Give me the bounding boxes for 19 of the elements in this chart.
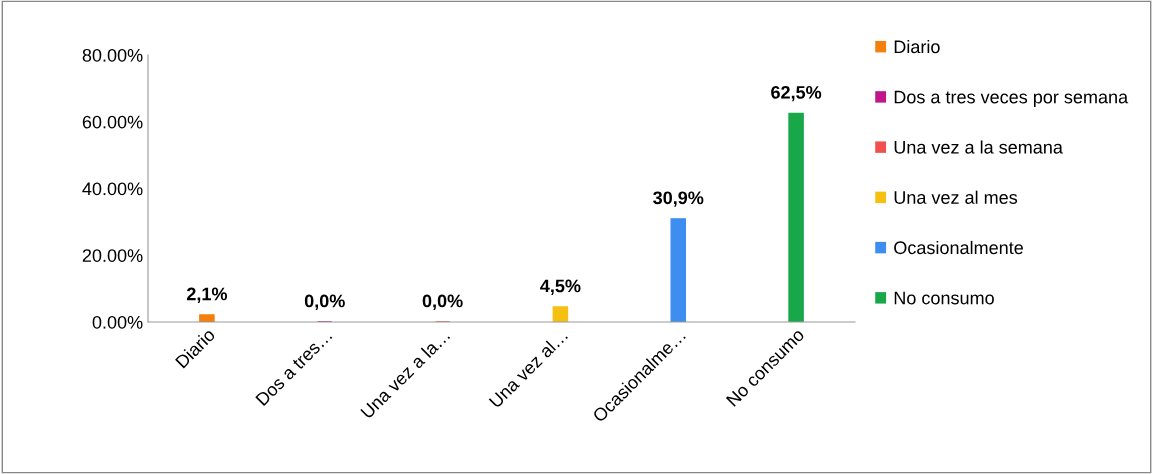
legend-label: Una vez a la semana [894, 140, 1063, 154]
x-tick-label: Una vez a la… [359, 328, 451, 419]
x-tick-label: Una vez al… [488, 328, 569, 409]
y-tick-label: 0.00% [92, 315, 143, 329]
y-tick-label: 80.00% [82, 48, 143, 62]
data-label: 30,9% [653, 191, 704, 207]
data-label: 0,0% [422, 294, 463, 310]
legend-label: No consumo [894, 291, 994, 305]
legend-label: Diario [894, 39, 940, 54]
legend-label: Dos a tres veces por semana [894, 90, 1129, 108]
data-label: 0,0% [304, 294, 345, 310]
data-label: 2,1% [186, 287, 228, 303]
y-tick-label: 40.00% [82, 182, 143, 196]
legend-label: Una vez al mes [894, 190, 1018, 204]
y-tick-label: 60.00% [82, 115, 143, 129]
data-label: 4,5% [540, 279, 581, 295]
legend-label: Ocasionalmente [894, 240, 1023, 255]
data-label: 62,5% [771, 85, 822, 102]
y-tick-label: 20.00% [82, 249, 143, 262]
